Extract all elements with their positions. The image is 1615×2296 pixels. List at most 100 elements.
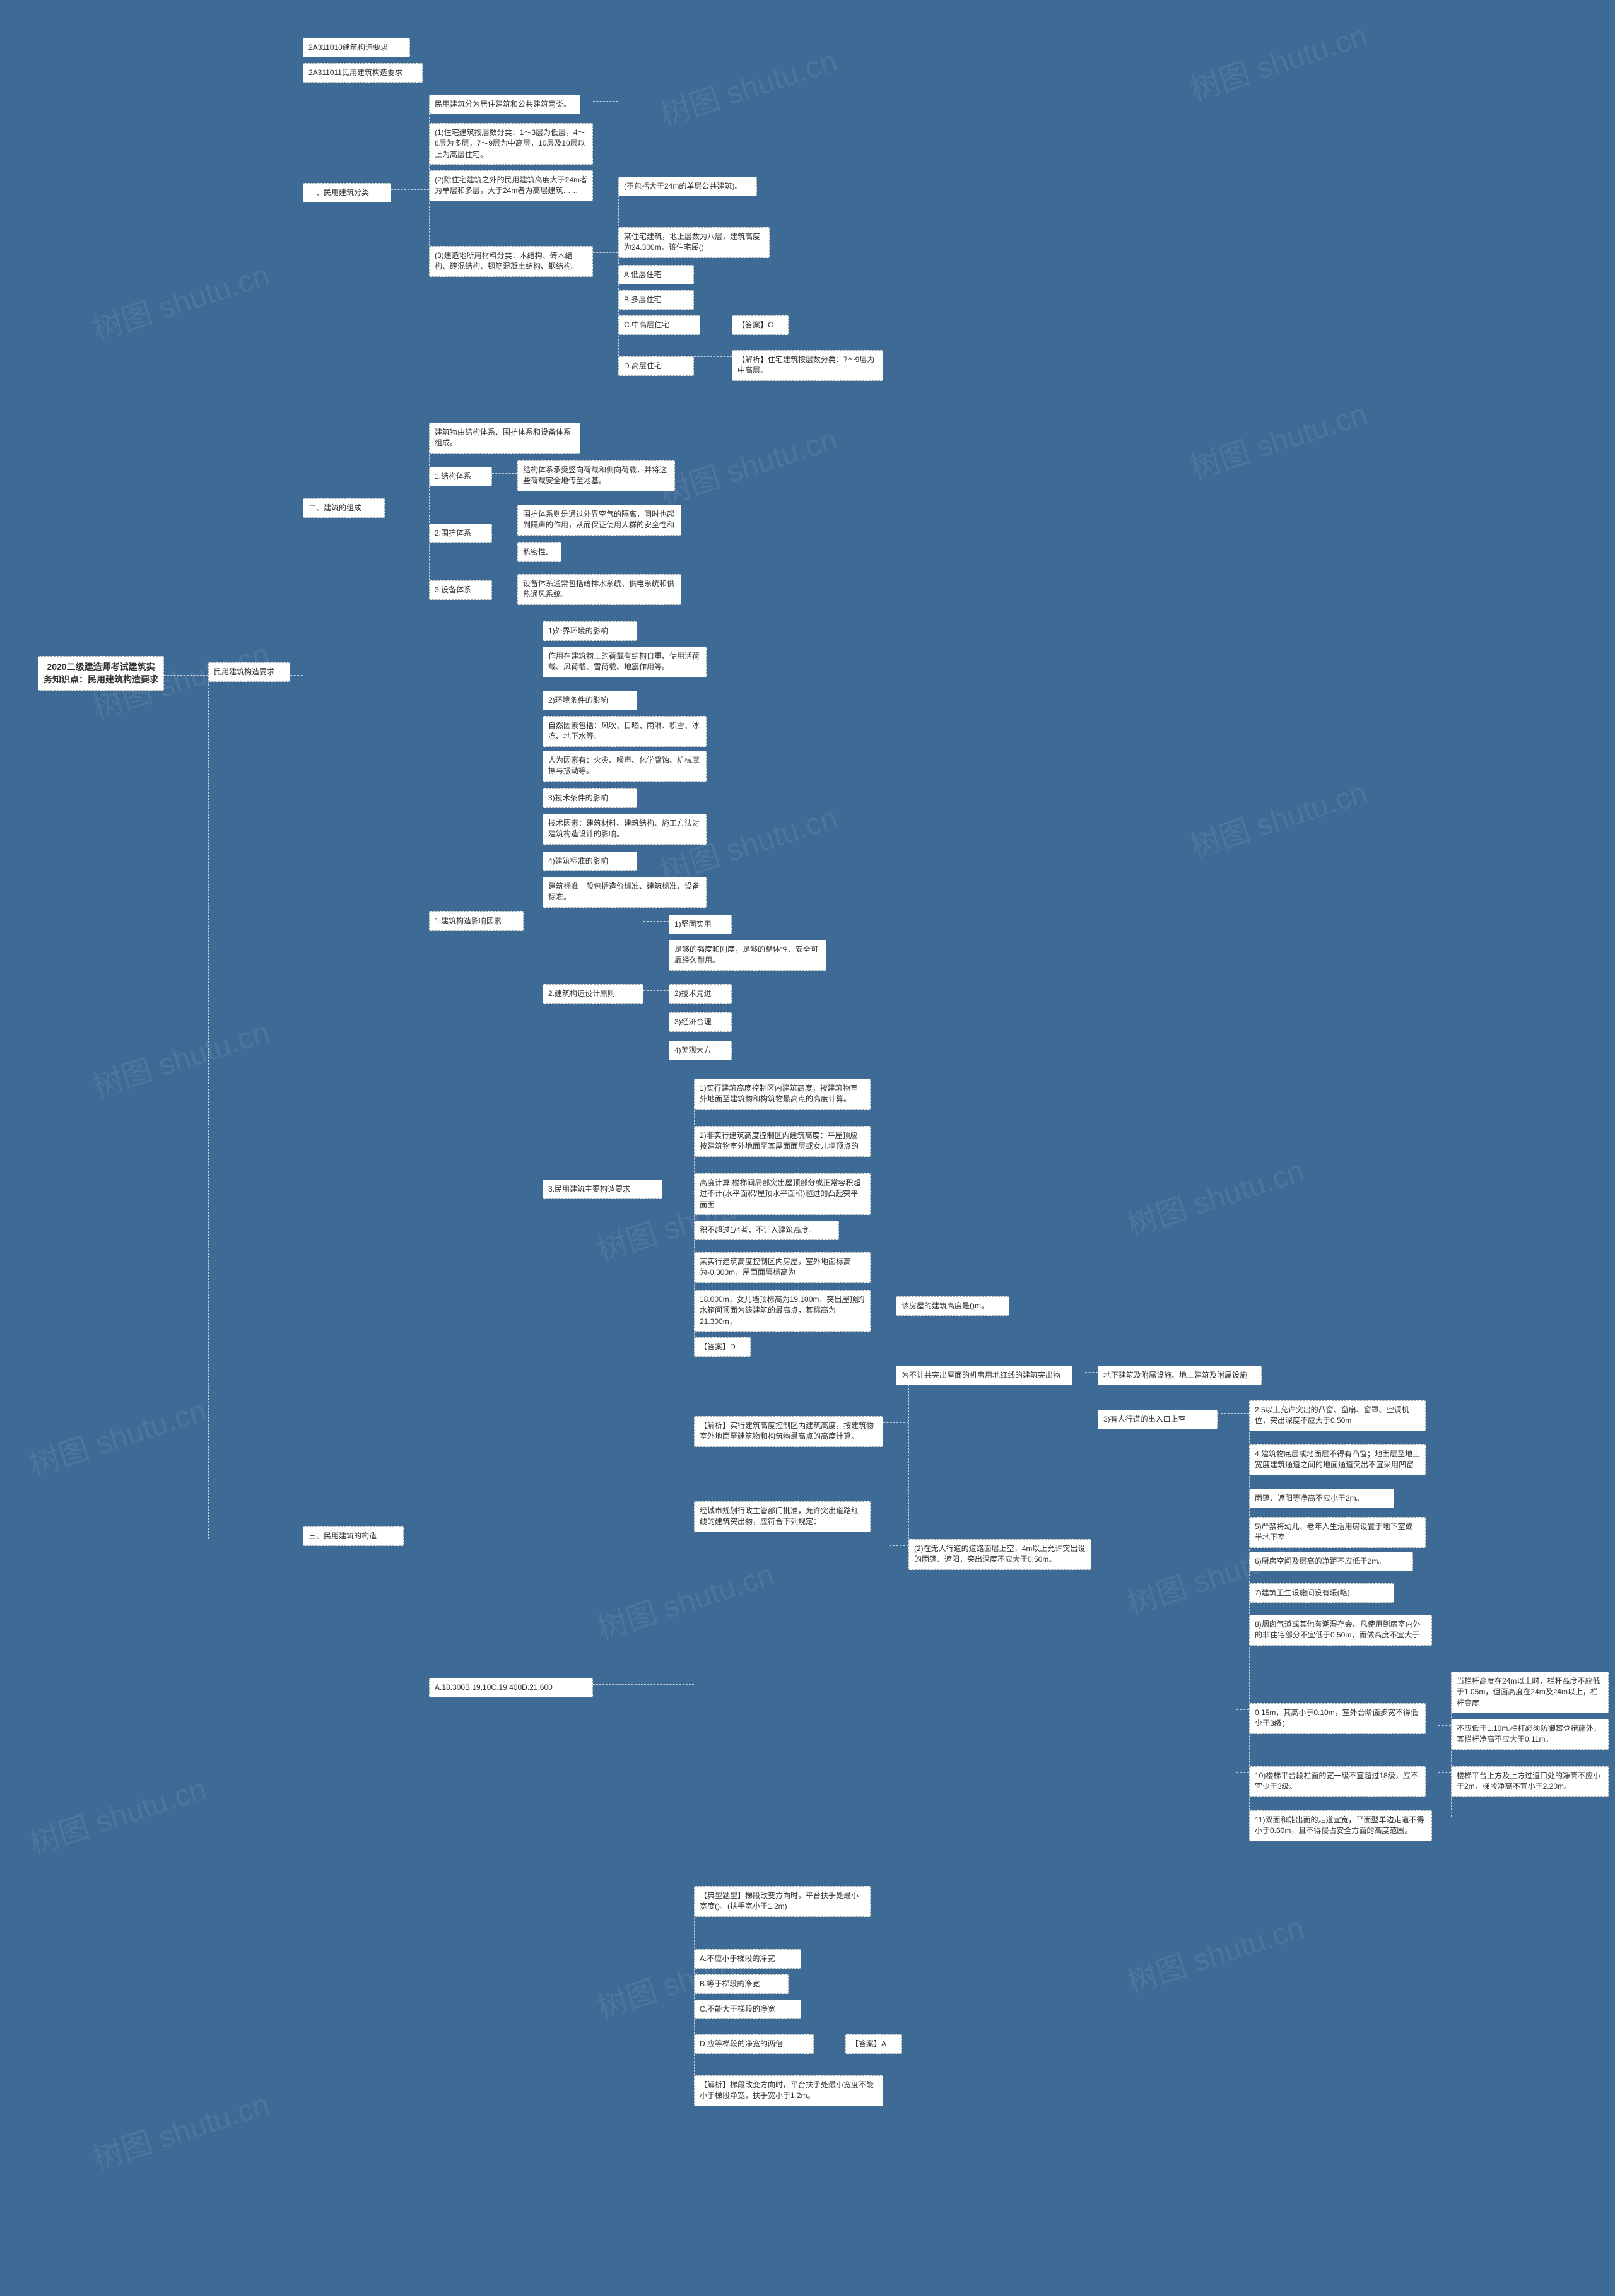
node-c1c1: 围护体系则是通过外界空气的隔离，同时也起到隔声的作用，从而保证使用人群的安全性和: [517, 505, 681, 536]
node-b1d1: 某住宅建筑，地上层数为八层，建筑高度为24.300m，该住宅属(): [618, 227, 770, 258]
connector-h: [643, 921, 669, 922]
node-q1: 【典型题型】梯段改变方向时，平台扶手处最小宽度()。(扶手宽小于1.2m): [694, 1886, 871, 1917]
node-d1a: 1)外界环境的影响: [543, 621, 637, 641]
watermark: 树图 shutu.cn: [86, 1007, 274, 1106]
connector-h: [1236, 1772, 1249, 1773]
watermark: 树图 shutu.cn: [654, 414, 842, 513]
node-d2a1: 足够的强度和刚度，足够的整体性、安全可靠经久耐用。: [669, 940, 826, 971]
node-d1: 1.建筑构造影响因素: [429, 911, 524, 931]
connector-h: [1438, 1725, 1451, 1726]
connector-h: [1085, 1372, 1098, 1373]
node-e_rt6: 7)建筑卫生设施间设有暖(略): [1249, 1583, 1394, 1603]
node-d3g1a: 地下建筑及附属设施、地上建筑及附属设施: [1098, 1366, 1262, 1385]
connector-v: [908, 1372, 909, 1549]
connector-h: [694, 356, 732, 357]
connector-v: [208, 669, 209, 1539]
connector-h: [391, 189, 429, 190]
node-d2d: 4)美观大方: [669, 1041, 732, 1060]
node-b1dC: C.中高层住宅: [618, 315, 700, 335]
node-b1dB: B.多层住宅: [618, 290, 694, 310]
watermark: 树图 shutu.cn: [1120, 1146, 1308, 1245]
node-b1a: 民用建筑分为居住建筑和公共建筑两类。: [429, 95, 580, 114]
connector-h: [1438, 1772, 1451, 1773]
node-d2a: 1)坚固实用: [669, 915, 732, 934]
node-c1c: 2.围护体系: [429, 524, 492, 543]
node-qB: B.等于梯段的净宽: [694, 1974, 789, 1994]
node-b1dA: A.低层住宅: [618, 265, 694, 284]
node-n_center: 民用建筑构造要求: [208, 662, 290, 682]
node-d3f: 18.000m，女儿墙顶标高为19.100m，突出屋顶的水箱间顶面为该建筑的最高…: [694, 1290, 871, 1332]
connector-h: [890, 1545, 908, 1546]
watermark: 树图 shutu.cn: [590, 1550, 778, 1648]
node-d1b1: 自然因素包括：风吹、日晒、雨淋、积雪、冰冻、地下水等。: [543, 716, 707, 747]
node-qJ: 【解析】梯段改变方向时，平台扶手处最小宽度不能小于梯段净宽，扶手宽小于1.2m。: [694, 2075, 883, 2106]
watermark: 树图 shutu.cn: [1183, 11, 1371, 109]
node-f0: 0.15m，其高小于0.10m，室外台阶面步宽不得低少于3级；: [1249, 1703, 1426, 1734]
node-e_rt: 3)有人行道的出入口上空: [1098, 1410, 1218, 1429]
node-d3: 3.民用建筑主要构造要求: [543, 1180, 662, 1199]
node-d3a: 1)实行建筑高度控制区内建筑高度，按建筑物室外地面至建筑物和构筑物最高点的高度计…: [694, 1079, 871, 1110]
connector-h: [593, 101, 618, 102]
node-a2: 2A311011民用建筑构造要求: [303, 63, 423, 83]
node-b1b: (1)住宅建筑按层数分类：1～3层为低层，4～6层为多层，7～9层为中高层，10…: [429, 123, 593, 165]
node-e_rt7: 8)烟囱气道或其他有潮湿存会、凡使用到房室内外的非住宅部分不宜低于0.50m，而…: [1249, 1615, 1432, 1646]
node-a1: 2A311010建筑构造要求: [303, 38, 410, 57]
node-d2: 2.建筑构造设计原则: [543, 984, 643, 1004]
node-d3e: 某实行建筑高度控制区内房屋，室外地面标高为-0.300m，屋面面层标高为: [694, 1252, 871, 1283]
node-c1c2: 私密性。: [517, 542, 561, 562]
node-c1: 二、建筑的组成: [303, 498, 385, 518]
connector-h: [1236, 1709, 1249, 1710]
connector-h: [883, 1422, 908, 1423]
node-e_rt5: 6)厨房空间及层高的净距不应低于2m。: [1249, 1552, 1413, 1571]
node-f0a: 当栏杆高度在24m以上时，栏杆高度不应低于1.05m，但面高度在24m及24m以…: [1451, 1672, 1609, 1713]
node-d3c: 高度计算;楼梯间局部突出屋顶部分或正常容积超过不计(水平面积/屋顶水平面积)超过…: [694, 1173, 871, 1215]
node-e_rt4: 5)严禁将幼儿、老年人生活用房设置于地下室或半地下室: [1249, 1517, 1426, 1548]
node-d1a1: 作用在建筑物上的荷载有结构自重、使用活荷载、风荷载、雪荷载、地震作用等。: [543, 647, 707, 677]
watermark: 树图 shutu.cn: [23, 1386, 211, 1484]
node-f0b: 不应低于1.10m.栏杆必须防御攀登措施外，其栏杆净高不应大于0.11m。: [1451, 1719, 1609, 1750]
node-qAns: 【答案】A: [845, 2034, 902, 2054]
node-d1b: 2)环境条件的影响: [543, 691, 637, 710]
node-b1dAns: 【答案】C: [732, 315, 789, 335]
node-q3: A.18.300B.19.10C.19.400D.21.600: [429, 1678, 593, 1697]
watermark: 树图 shutu.cn: [1120, 1903, 1308, 2001]
node-f2: 11)双面和能出面的走道宜宽，平面型单边走道不得小于0.60m，且不得侵占安全方…: [1249, 1810, 1432, 1841]
node-qA: A.不应小于梯段的净宽: [694, 1949, 801, 1969]
node-b1c1: (不包括大于24m的单层公共建筑)。: [618, 177, 757, 196]
root-node: 2020二级建造师考试建筑实务知识点：民用建筑构造要求: [38, 656, 164, 691]
connector-h: [643, 990, 669, 991]
connector-h: [164, 675, 208, 676]
node-d3f1: 该房屋的建筑高度是()m。: [896, 1296, 1009, 1316]
node-d1b2: 人为因素有：火灾、噪声、化学腐蚀、机械摩擦与振动等。: [543, 751, 707, 782]
watermark: 树图 shutu.cn: [1183, 389, 1371, 488]
node-e_rt3: 雨篷、遮阳等净高不应小于2m。: [1249, 1489, 1394, 1508]
node-e_rt1: 2.5以上允许突出的凸窗、窗扇、窗罩、空调机位，突出深度不应大于0.50m: [1249, 1400, 1426, 1431]
node-qC: C.不能大于梯段的净宽: [694, 2000, 801, 2019]
node-b1: 一、民用建筑分类: [303, 183, 391, 202]
node-d2c: 3)经济合理: [669, 1012, 732, 1032]
node-c1a: 建筑物由结构体系、围护体系和设备体系组成。: [429, 423, 580, 454]
mindmap-canvas: 树图 shutu.cn 树图 shutu.cn 树图 shutu.cn 树图 shut…: [0, 0, 1615, 2296]
node-d1d: 4)建筑标准的影响: [543, 852, 637, 871]
node-f1: 10)楼梯平台段栏面的宽一级不宜超过18级，应不宜少于3级。: [1249, 1766, 1426, 1797]
node-d2b: 2)技术先进: [669, 984, 732, 1004]
node-f1a: 楼梯平台上方及上方过道口处的净高不应小于2m，梯段净高不宜小于2.20m。: [1451, 1766, 1609, 1797]
node-q2: 三、民用建筑的构造: [303, 1526, 404, 1546]
node-c1d1: 设备体系通常包括给排水系统、供电系统和供热通风系统。: [517, 574, 681, 605]
node-d1d1: 建筑标准一般包括造价标准、建筑标准、设备标准。: [543, 877, 707, 908]
node-b1d: (3)建造地所用材料分类：木结构、砖木结构、砖混结构、钢筋混凝土结构、钢结构。: [429, 246, 593, 277]
watermark: 树图 shutu.cn: [1183, 768, 1371, 866]
node-d3g1: 为不计共突出屋面的机房用地红线的建筑突出物: [896, 1366, 1072, 1385]
node-d3b: 2)非实行建筑高度控制区内建筑高度：平屋顶应按建筑物室外地面至其屋面面层或女儿墙…: [694, 1126, 871, 1157]
node-c1d: 3.设备体系: [429, 580, 492, 600]
node-qD: D.应等梯段的净宽的两倍: [694, 2034, 814, 2054]
connector-h: [1218, 1413, 1249, 1414]
node-d1c1: 技术因素：建筑材料、建筑结构、施工方法对建筑构造设计的影响。: [543, 814, 707, 845]
node-c1b: 1.结构体系: [429, 467, 492, 486]
connector-h: [593, 252, 618, 253]
node-e0: 经城市规划行政主管部门批准，允许突出道路红线的建筑突出物，应符合下列规定：: [694, 1501, 871, 1532]
node-d1c: 3)技术条件的影响: [543, 788, 637, 808]
watermark: 树图 shutu.cn: [86, 250, 274, 349]
node-b1dJ: 【解析】住宅建筑按层数分类：7～9层为中高层。: [732, 350, 883, 381]
watermark: 树图 shutu.cn: [86, 2080, 274, 2178]
